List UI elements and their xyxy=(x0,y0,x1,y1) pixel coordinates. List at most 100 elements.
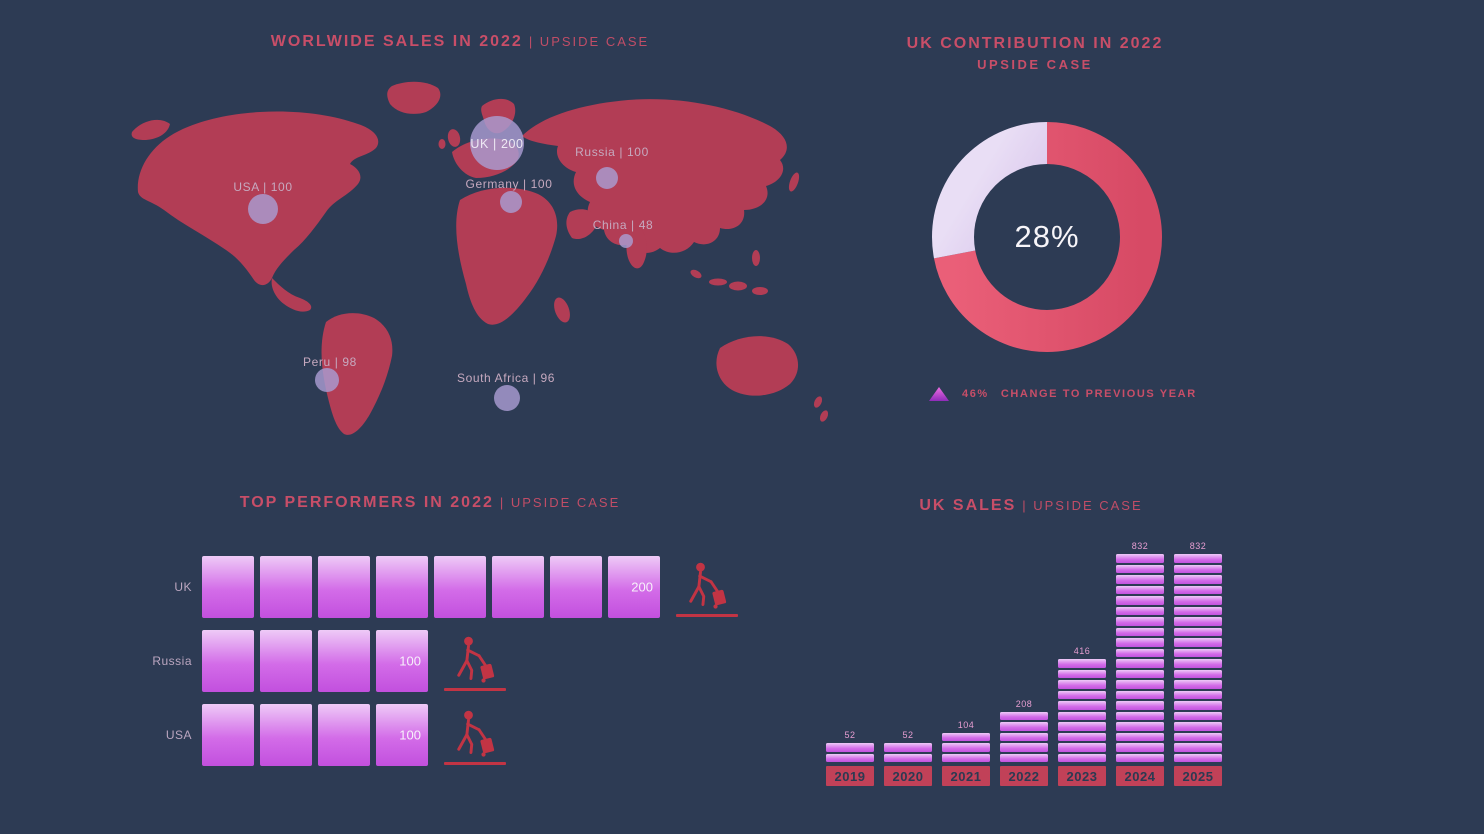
map-label-russia: Russia | 100 xyxy=(575,145,649,159)
donut-legend: 46% CHANGE TO PREVIOUS YEAR xyxy=(928,386,1197,402)
column-segment xyxy=(942,753,990,762)
person-with-luggage-icon xyxy=(444,631,506,691)
continent-central-america xyxy=(271,278,312,312)
column-value-label: 832 xyxy=(1131,541,1149,551)
column-segment xyxy=(1116,617,1164,626)
donut-light-arc xyxy=(932,122,1162,352)
map-label-china: China | 48 xyxy=(593,218,654,232)
map-label-uk: UK | 200 xyxy=(470,137,523,151)
bubble-russia xyxy=(596,167,618,189)
column-segment xyxy=(1116,701,1164,710)
top-performers-title-main: TOP PERFORMERS IN 2022 xyxy=(239,494,494,511)
column-segment xyxy=(1116,690,1164,699)
bar-segment xyxy=(550,556,602,618)
year-label: 2023 xyxy=(1058,766,1106,786)
column-segments xyxy=(1000,711,1048,762)
column-segment xyxy=(1116,659,1164,668)
column-segment xyxy=(1174,585,1222,594)
column-segments xyxy=(826,743,874,762)
column-segments xyxy=(1058,659,1106,762)
sales-column-2025: 832 2025 xyxy=(1174,541,1222,786)
column-segment xyxy=(1174,617,1222,626)
island-madagascar xyxy=(554,297,570,323)
column-value-label: 52 xyxy=(844,730,856,740)
column-segment xyxy=(1116,680,1164,689)
column-segment xyxy=(1058,690,1106,699)
bar-segment xyxy=(434,556,486,618)
column-segment xyxy=(1174,669,1222,678)
column-segment xyxy=(1174,627,1222,636)
bar-value-label: 100 xyxy=(399,727,421,743)
column-segment xyxy=(1174,722,1222,731)
worldwide-sales-title-suffix: | UPSIDE CASE xyxy=(528,34,650,49)
bar-segment: 100 xyxy=(376,630,428,692)
uk-sales-chart: 52 2019 52 2020 104 2021 208 2022 416 2023 832 2024… xyxy=(826,536,1222,786)
column-segment xyxy=(1174,575,1222,584)
map-label-south-africa: South Africa | 96 xyxy=(457,371,555,385)
map-label-germany: Germany | 100 xyxy=(466,177,553,191)
sales-column-2020: 52 2020 xyxy=(884,730,932,786)
person-with-luggage-icon xyxy=(676,557,738,617)
worldwide-sales-title-main: WORLWIDE SALES IN 2022 xyxy=(270,33,523,50)
year-label: 2022 xyxy=(1000,766,1048,786)
column-segments xyxy=(1116,554,1164,762)
column-segment xyxy=(1058,722,1106,731)
column-segment xyxy=(1174,564,1222,573)
year-label: 2019 xyxy=(826,766,874,786)
column-segment xyxy=(1000,753,1048,762)
bar-segments: 100 xyxy=(202,630,428,692)
bar-segment xyxy=(260,630,312,692)
bar-segment xyxy=(260,704,312,766)
column-value-label: 52 xyxy=(902,730,914,740)
column-segment xyxy=(1058,753,1106,762)
island-java xyxy=(709,278,727,286)
bubble-china xyxy=(619,234,633,248)
bar-segments: 100 xyxy=(202,704,428,766)
continent-alaska xyxy=(131,119,170,140)
year-label: 2020 xyxy=(884,766,932,786)
uk-sales-title-suffix: | UPSIDE CASE xyxy=(1022,498,1143,513)
bar-row-usa: USA 100 xyxy=(150,704,738,766)
column-segment xyxy=(826,743,874,752)
bubble-usa xyxy=(248,194,278,224)
column-segment xyxy=(1174,753,1222,762)
column-segment xyxy=(1116,648,1164,657)
column-segments xyxy=(884,743,932,762)
bar-segment xyxy=(492,556,544,618)
column-segment xyxy=(1058,732,1106,741)
bar-segment xyxy=(318,556,370,618)
column-segment xyxy=(1116,606,1164,615)
island-newzealand-n xyxy=(813,396,823,408)
column-segment xyxy=(884,743,932,752)
year-label: 2024 xyxy=(1116,766,1164,786)
bubble-south-africa xyxy=(494,385,520,411)
person-with-luggage-icon xyxy=(444,705,506,765)
uk-sales-title: UK SALES | UPSIDE CASE xyxy=(876,497,1186,515)
year-label: 2025 xyxy=(1174,766,1222,786)
column-segment xyxy=(1000,711,1048,720)
sales-column-2024: 832 2024 xyxy=(1116,541,1164,786)
bar-value-label: 200 xyxy=(631,579,653,595)
column-segment xyxy=(884,753,932,762)
column-segment xyxy=(1116,743,1164,752)
continent-india xyxy=(626,222,647,269)
column-segment xyxy=(1058,711,1106,720)
column-value-label: 104 xyxy=(957,719,975,730)
bar-segment xyxy=(202,630,254,692)
column-segment xyxy=(1174,606,1222,615)
column-segment xyxy=(826,753,874,762)
island-sumatra xyxy=(690,269,702,279)
continent-south-america xyxy=(321,313,393,435)
map-label-peru: Peru | 98 xyxy=(303,355,357,369)
column-segment xyxy=(1174,743,1222,752)
uk-contribution-title-main: UK CONTRIBUTION IN 2022 xyxy=(906,35,1164,52)
column-segment xyxy=(1174,648,1222,657)
column-segment xyxy=(1174,680,1222,689)
column-segment xyxy=(1000,732,1048,741)
continent-arabia xyxy=(566,209,598,240)
column-segment xyxy=(1116,732,1164,741)
legend-label: CHANGE TO PREVIOUS YEAR xyxy=(1000,388,1197,400)
column-segment xyxy=(942,732,990,741)
island-japan xyxy=(788,172,800,192)
column-value-label: 208 xyxy=(1015,698,1033,709)
